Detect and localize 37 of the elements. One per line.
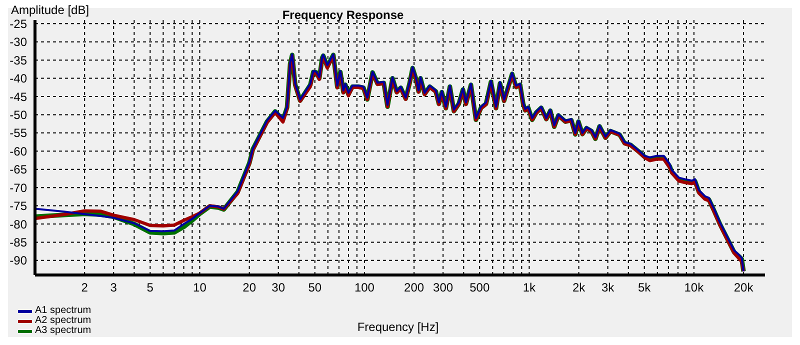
y-tick-label: -35 <box>10 53 28 68</box>
x-tick-label: 2 <box>81 280 88 295</box>
y-tick-label: -45 <box>10 90 28 104</box>
y-tick-label: -40 <box>10 72 28 86</box>
chart-title: Frequency Response <box>282 8 404 22</box>
x-tick-label: 3 <box>110 280 118 295</box>
x-axis-title: Frequency [Hz] <box>356 320 440 334</box>
x-tick-label: 100 <box>354 280 375 295</box>
x-tick-label: 10 <box>193 280 207 295</box>
x-tick-label: 5k <box>638 280 652 295</box>
y-tick-label: -25 <box>10 16 28 31</box>
y-tick-label: -50 <box>10 108 28 122</box>
x-tick-label: 30 <box>272 280 286 295</box>
legend-label: A1 spectrum <box>35 305 92 316</box>
x-tick-label: 1k <box>522 280 537 295</box>
y-tick-label: -80 <box>10 217 28 232</box>
x-tick-label: 300 <box>433 280 454 295</box>
y-tick-label: -70 <box>10 180 28 195</box>
x-tick-label: 20k <box>734 280 754 295</box>
y-tick-label: -60 <box>10 144 28 158</box>
y-axis-title: Amplitude [dB] <box>11 3 90 17</box>
legend-label: A3 spectrum <box>35 325 92 336</box>
x-tick-label: 10k <box>684 280 705 295</box>
x-tick-label: 3k <box>601 280 616 295</box>
y-tick-label: -90 <box>10 254 28 268</box>
legend-label: A2 spectrum <box>35 315 92 326</box>
x-tick-label: 5 <box>146 280 154 295</box>
x-tick-label: 50 <box>308 280 322 295</box>
y-tick-label: -55 <box>10 126 28 140</box>
y-tick-label: -75 <box>10 199 28 214</box>
x-tick-label: 2k <box>572 280 586 295</box>
y-tick-label: -85 <box>10 235 28 250</box>
y-tick-label: -30 <box>10 35 28 50</box>
y-tick-label: -65 <box>10 162 28 177</box>
x-tick-label: 500 <box>470 280 490 295</box>
x-tick-label: 20 <box>242 280 256 295</box>
x-tick-label: 200 <box>404 280 424 295</box>
